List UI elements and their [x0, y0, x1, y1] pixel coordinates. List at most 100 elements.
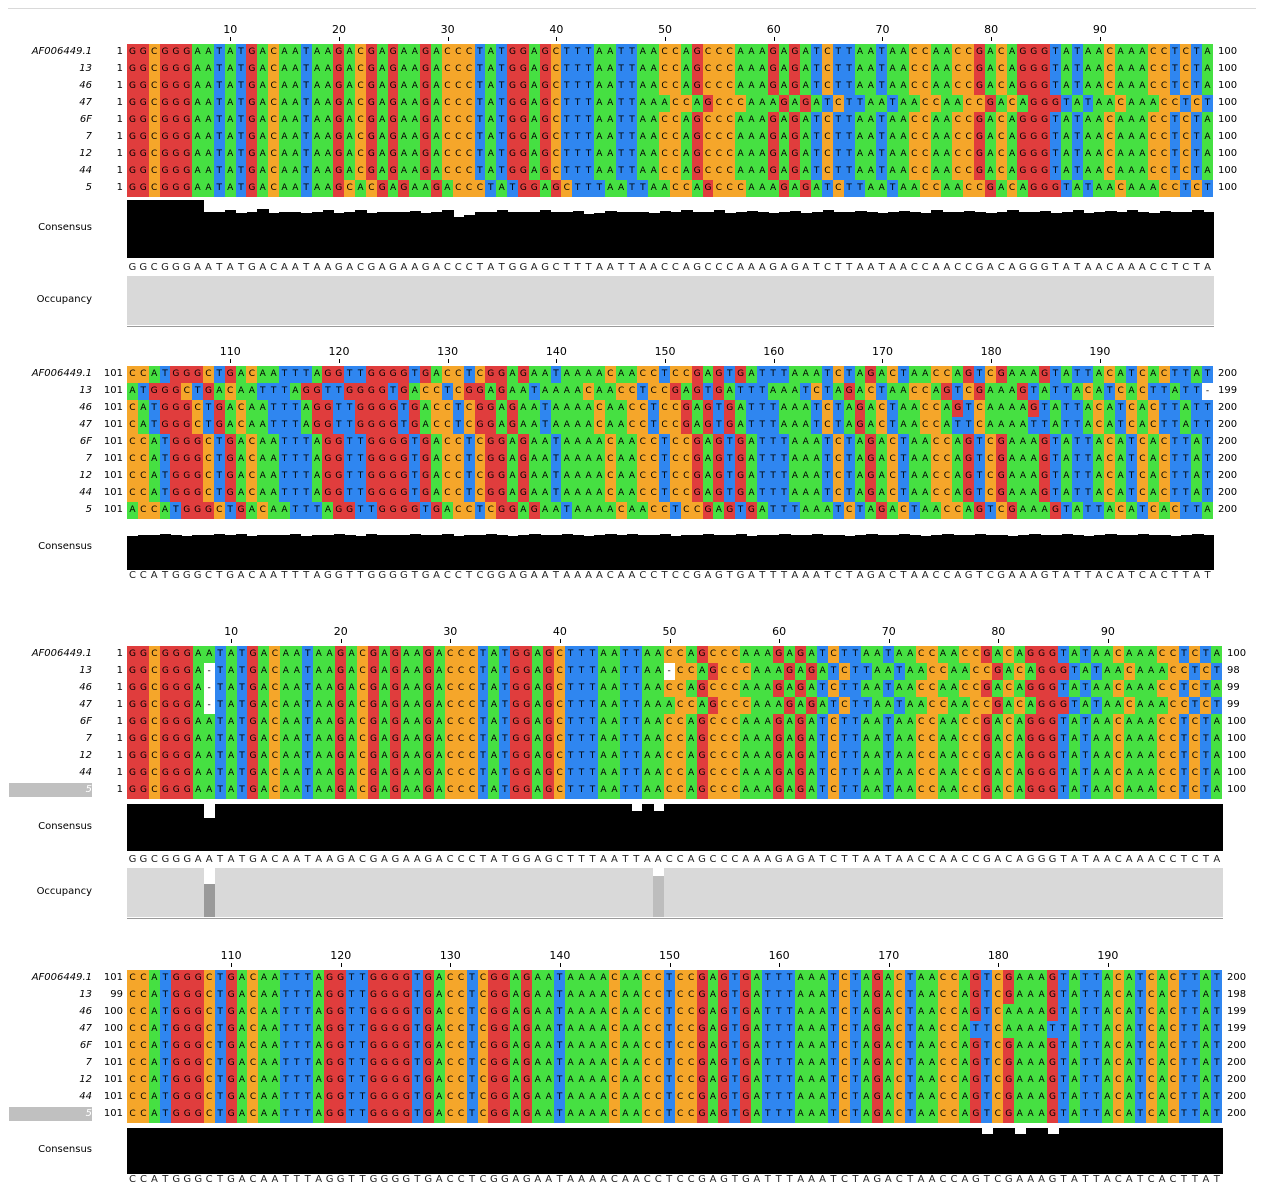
sequence-name[interactable]: 5 — [85, 182, 92, 193]
sequence-name[interactable]: 13 — [79, 665, 92, 676]
sequence-name[interactable]: 5 — [85, 504, 92, 515]
sequence-name[interactable]: 6F — [79, 1040, 92, 1051]
sequence-row[interactable]: 13 99 C C A T G G G C T G A C A A T T T A G G T T G G G G T G A C C T C G G A… — [0, 987, 1262, 1004]
sequence-row[interactable]: 12 101 C C A T G G G C T G A C A A T T T A G G T T G G G G T G A C C T C G G… — [0, 468, 1262, 485]
sequence-row[interactable]: 47 1 G G C G G G A A T A T G A C A A T A A G A C G A G A A G A C C C T A T G G… — [0, 95, 1262, 112]
sequence-row[interactable]: 12 1 G G C G G G A A T A T G A C A A T A A G A C G A G A A G A C C C T A T G G… — [0, 146, 1262, 163]
sequence-row[interactable]: 7 101 C C A T G G G C T G A C A A T T T A G G T T G G G G T G A C C T C G G A… — [0, 1055, 1262, 1072]
sequence-name[interactable]: 13 — [79, 385, 92, 396]
sequence-row[interactable]: 5 101 A C C A T G G G C T G A C A A T T T A G G T T G G G G T G A C C T C G G… — [0, 502, 1262, 519]
sequence-row[interactable]: 13 1 G G C G G G A A T A T G A C A A T A A G A C G A G A A G A C C C T A T G G… — [0, 61, 1262, 78]
sequence-name[interactable]: 47 — [79, 419, 92, 430]
sequence-row[interactable]: AF006449.1 1 G G C G G G A A T A T G A C A A T A A G A C G A G A A G A… — [0, 646, 1262, 663]
sequence-name[interactable]: 12 — [79, 470, 92, 481]
sequence-name[interactable]: 6F — [79, 114, 92, 125]
sequence-row[interactable]: 44 1 G G C G G G A A T A T G A C A A T A A G A C G A G A A G A C C C T A T G G… — [0, 765, 1262, 782]
sequence-row[interactable]: 7 101 C C A T G G G C T G A C A A T T T A G G T T G G G G T G A C C T C G G A… — [0, 451, 1262, 468]
sequence-row[interactable]: 12 101 C C A T G G G C T G A C A A T T T A G G T T G G G G T G A C C T C G G… — [0, 1072, 1262, 1089]
sequence-row[interactable]: 6F 101 C C A T G G G C T G A C A A T T T A G G T T G G G G T G A C C T C G G… — [0, 434, 1262, 451]
sequence-row[interactable]: AF006449.1 101 C C A T G G G C T G A C A A T T T A G G T T G G G G T… — [0, 366, 1262, 383]
sequence-row[interactable]: 13 101 A T G G G C T G A C A A T T T A G G T T G G G G T G A C C T C G G A G… — [0, 383, 1262, 400]
sequence-row[interactable]: 47 100 C C A T G G G C T G A C A A T T T A G G T T G G G G T G A C C T C G G… — [0, 1021, 1262, 1038]
sequence-row[interactable]: 12 1 G G C G G G A A T A T G A C A A T A A G A C G A G A A G A C C C T A T G G… — [0, 748, 1262, 765]
sequence-name[interactable]: 12 — [79, 148, 92, 159]
sequence-row[interactable]: 46 100 C C A T G G G C T G A C A A T T T A G G T T G G G G T G A C C T C G G… — [0, 1004, 1262, 1021]
sequence-row[interactable]: 6F 1 G G C G G G A A T A T G A C A A T A A G A C G A G A A G A C C C T A T G G… — [0, 714, 1262, 731]
sequence-row[interactable]: 5 101 C C A T G G G C T G A C A A T T T A G G T T G G G G T G A C C T C G G A… — [0, 1106, 1262, 1123]
sequence-name[interactable]: 7 — [85, 131, 92, 142]
sequence-name[interactable]: 7 — [85, 733, 92, 744]
sequence-name[interactable]: AF006449.1 — [31, 648, 92, 659]
sequence-name[interactable]: 6F — [79, 716, 92, 727]
sequence-name[interactable]: 44 — [79, 165, 92, 176]
sequence-name[interactable]: 47 — [79, 699, 92, 710]
sequence-name[interactable]: 13 — [79, 989, 92, 1000]
sequence-name[interactable]: AF006449.1 — [31, 972, 92, 983]
sequence-row[interactable]: 46 101 C A T G G G C T G A C A A T T T A G G T T G G G G T G A C C T C G G A… — [0, 400, 1262, 417]
sequence-row[interactable]: AF006449.1 1 G G C G G G A A T A T G A C A A T A A G A C G A G A A G A… — [0, 44, 1262, 61]
sequence-name[interactable]: 5 — [9, 783, 92, 797]
sequence-row[interactable]: 44 1 G G C G G G A A T A T G A C A A T A A G A C G A G A A G A C C C T A T G G… — [0, 163, 1262, 180]
sequence-row[interactable]: 6F 101 C C A T G G G C T G A C A A T T T A G G T T G G G G T G A C C T C G G… — [0, 1038, 1262, 1055]
sequence-row[interactable]: 47 1 G G C G G G A - T A T G A C A A T A A G A C G A G A A G A C C C T A T G G… — [0, 697, 1262, 714]
sequence-name[interactable]: AF006449.1 — [31, 368, 92, 379]
sequence-name[interactable]: 6F — [79, 436, 92, 447]
sequence-name[interactable]: 12 — [79, 1074, 92, 1085]
sequence-row[interactable]: 47 101 C A T G G G C T G A C A A T T T A G G T T G G G G T G A C C T C G G A… — [0, 417, 1262, 434]
sequence-name[interactable]: 46 — [79, 80, 92, 91]
sequence-name[interactable]: 47 — [79, 97, 92, 108]
sequence-name[interactable]: 44 — [79, 767, 92, 778]
sequence-name[interactable]: 12 — [79, 750, 92, 761]
sequence-row[interactable]: 46 1 G G C G G G A A T A T G A C A A T A A G A C G A G A A G A C C C T A T G G… — [0, 78, 1262, 95]
sequence-name[interactable]: 7 — [85, 453, 92, 464]
sequence-name[interactable]: 7 — [85, 1057, 92, 1068]
sequence-name[interactable]: 46 — [79, 682, 92, 693]
sequence-row[interactable]: 44 101 C C A T G G G C T G A C A A T T T A G G T T G G G G T G A C C T C G G… — [0, 485, 1262, 502]
sequence-row[interactable]: 44 101 C C A T G G G C T G A C A A T T T A G G T T G G G G T G A C C T C G G… — [0, 1089, 1262, 1106]
sequence-row[interactable]: 6F 1 G G C G G G A A T A T G A C A A T A A G A C G A G A A G A C C C T A T G G… — [0, 112, 1262, 129]
sequence-name[interactable]: 46 — [79, 402, 92, 413]
sequence-name[interactable]: 47 — [79, 1023, 92, 1034]
sequence-name[interactable]: 46 — [79, 1006, 92, 1017]
sequence-row[interactable]: 46 1 G G C G G G A - T A T G A C A A T A A G A C G A G A A G A C C C T A T G G… — [0, 680, 1262, 697]
sequence-name[interactable]: 44 — [79, 487, 92, 498]
sequence-name[interactable]: 13 — [79, 63, 92, 74]
